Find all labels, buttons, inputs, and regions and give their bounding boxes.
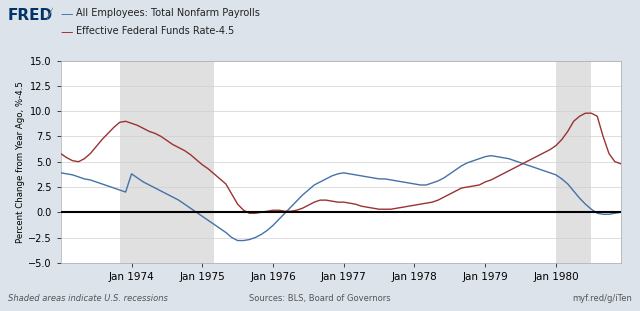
Text: Shaded areas indicate U.S. recessions: Shaded areas indicate U.S. recessions: [8, 294, 168, 303]
Bar: [120, 61, 214, 263]
Text: ╱: ╱: [46, 8, 52, 20]
Text: Sources: BLS, Board of Governors: Sources: BLS, Board of Governors: [249, 294, 391, 303]
Text: myf.red/g/iTen: myf.red/g/iTen: [572, 294, 632, 303]
Text: Effective Federal Funds Rate-4.5: Effective Federal Funds Rate-4.5: [76, 26, 234, 36]
Text: All Employees: Total Nonfarm Payrolls: All Employees: Total Nonfarm Payrolls: [76, 8, 259, 18]
Text: —: —: [61, 8, 74, 21]
Text: FRED: FRED: [8, 8, 53, 23]
Y-axis label: Percent Change from Year Ago, %-4.5: Percent Change from Year Ago, %-4.5: [17, 81, 26, 243]
Text: —: —: [61, 26, 74, 39]
Bar: [556, 61, 591, 263]
